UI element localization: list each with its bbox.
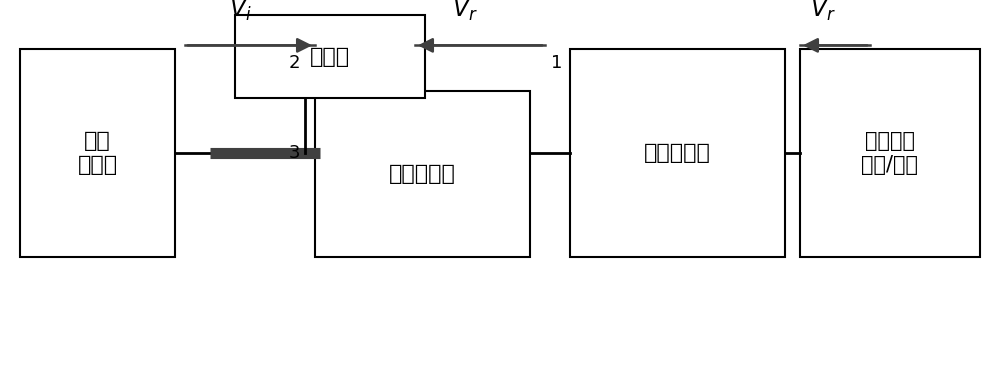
- FancyBboxPatch shape: [570, 49, 785, 257]
- FancyBboxPatch shape: [315, 91, 530, 257]
- FancyBboxPatch shape: [800, 49, 980, 257]
- Text: 被测试电缆: 被测试电缆: [644, 143, 711, 163]
- Text: 终端负载
开路/短路: 终端负载 开路/短路: [862, 132, 918, 175]
- Text: 脉冲
发生器: 脉冲 发生器: [77, 132, 118, 175]
- Text: $V_r$: $V_r$: [810, 0, 836, 23]
- Text: 同轴电缆线: 同轴电缆线: [389, 164, 456, 184]
- Text: 2: 2: [288, 54, 300, 72]
- FancyBboxPatch shape: [235, 15, 425, 98]
- Text: 示波器: 示波器: [310, 47, 350, 67]
- Text: $V_i$: $V_i$: [229, 0, 251, 23]
- Text: 1: 1: [551, 54, 562, 72]
- FancyBboxPatch shape: [20, 49, 175, 257]
- Text: $V_r$: $V_r$: [452, 0, 478, 23]
- Text: 3: 3: [288, 144, 300, 162]
